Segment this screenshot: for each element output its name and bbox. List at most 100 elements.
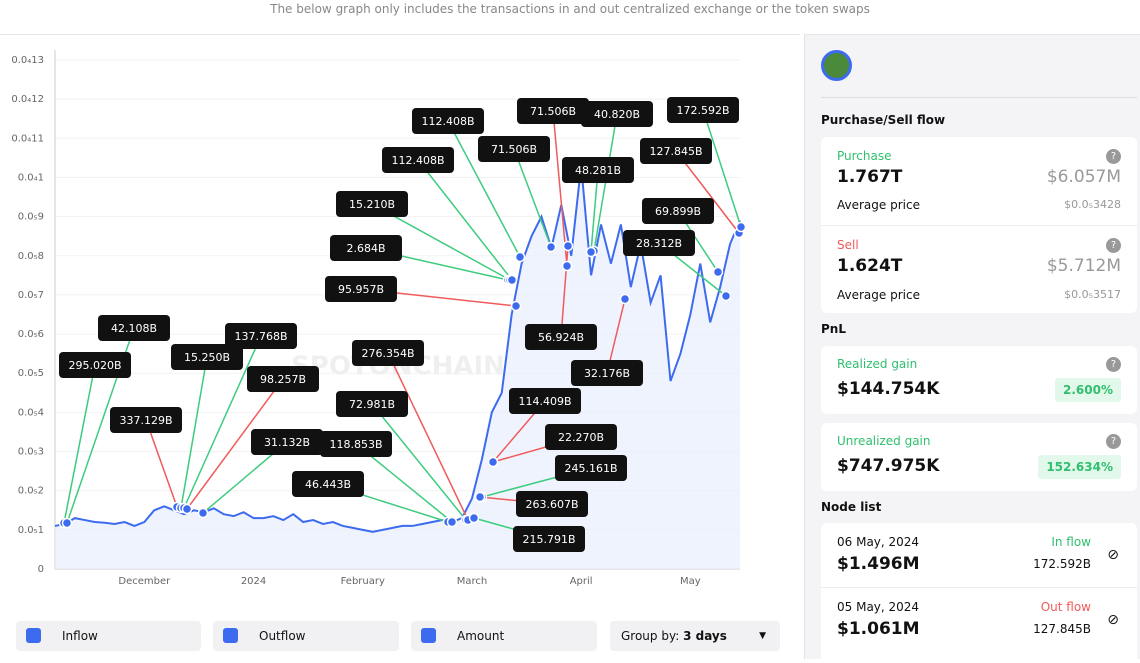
annotation-box [509, 388, 581, 414]
node-flow: In flow [1051, 535, 1091, 549]
annotation-label: 215.791B [522, 533, 575, 546]
divider [821, 225, 1137, 226]
annotation-box [555, 455, 627, 481]
annotation-label: 56.924B [538, 331, 584, 344]
annotation-label: 295.020B [68, 359, 121, 372]
annotation-box [247, 366, 319, 392]
flow-point [181, 503, 193, 515]
annotation-box [336, 391, 408, 417]
annotation-label: 46.443B [305, 478, 351, 491]
hide-icon[interactable]: ⊘ [1107, 612, 1119, 628]
node-date: 06 May, 2024 [837, 535, 920, 549]
flow-point [61, 517, 73, 529]
flow-point [561, 260, 573, 272]
y-tick-label: 0.0₅9 [18, 212, 44, 223]
annotation-label: 245.161B [564, 462, 617, 475]
section-title: Node list [821, 500, 882, 514]
annotation-label: 71.506B [530, 105, 576, 118]
annotation-connector [186, 378, 284, 510]
sell-label: Sell [837, 238, 859, 252]
flow-point [487, 456, 499, 468]
label: Outflow [259, 629, 306, 643]
annotation-connector [417, 159, 513, 281]
label: Unrealized gain [837, 434, 931, 448]
annotation-label: 112.408B [421, 115, 474, 128]
flow-point [585, 246, 597, 258]
checkbox[interactable] [26, 628, 41, 643]
annotation-connector [513, 148, 552, 248]
annotation-label: 127.845B [649, 145, 702, 158]
x-tick-label: May [680, 576, 701, 587]
flow-point [514, 251, 526, 263]
annotation-connector [180, 356, 208, 509]
avg-price: $0.0₅3517 [1064, 288, 1121, 301]
annotation-box [545, 424, 617, 450]
outflow-checkbox[interactable]: Outflow [213, 621, 399, 651]
annotation-box [98, 315, 170, 341]
node-amount: 172.592B [1033, 557, 1091, 571]
notice: The below graph only includes the transa… [270, 2, 870, 16]
node-usd: $1.061M [837, 619, 920, 639]
annotation-label: 118.853B [329, 438, 382, 451]
annotation-label: 15.250B [184, 351, 230, 364]
label: Amount [457, 629, 505, 643]
help-icon[interactable]: ? [1106, 434, 1121, 449]
flow-point [506, 274, 518, 286]
annotation-label: 42.108B [111, 322, 157, 335]
checkbox[interactable] [223, 628, 238, 643]
annotation-connector [63, 364, 96, 524]
section-title: Purchase/Sell flow [821, 113, 946, 127]
annotation-label: 114.409B [518, 395, 571, 408]
label: Realized gain [837, 357, 918, 371]
annotation-box [382, 147, 454, 173]
group-select[interactable]: Group by: 3 days ▼ [610, 621, 780, 651]
annotation-box [640, 138, 712, 164]
annotation-box [517, 98, 589, 124]
annotation-label: 137.768B [234, 330, 287, 343]
unrealized-card: Unrealized gain ? $747.975K 152.634% [821, 423, 1137, 491]
y-tick-label: 0.0₅1 [18, 525, 44, 536]
annotation-box [525, 324, 597, 350]
flow-point [510, 300, 522, 312]
hide-icon[interactable]: ⊘ [1107, 547, 1119, 563]
help-icon[interactable]: ? [1106, 149, 1121, 164]
annotation-box [623, 230, 695, 256]
help-icon[interactable]: ? [1106, 238, 1121, 253]
label: Inflow [62, 629, 98, 643]
annotation-box [336, 191, 408, 217]
y-tick-label: 0.0₅3 [18, 447, 44, 458]
annotation-box [412, 108, 484, 134]
divider [821, 97, 1137, 98]
annotation-label: 28.312B [636, 237, 682, 250]
annotation-label: 48.281B [575, 164, 621, 177]
pct: 2.600% [1055, 378, 1121, 402]
y-tick-label: 0.0₄11 [11, 133, 44, 144]
y-tick-label: 0 [38, 564, 44, 575]
annotation-box [59, 352, 131, 378]
checkbox[interactable] [421, 628, 436, 643]
flow-point [545, 241, 557, 253]
x-tick-label: March [457, 576, 487, 587]
node-usd: $1.496M [837, 554, 920, 574]
annotation-box [562, 157, 634, 183]
annotation-connector [590, 169, 599, 253]
annotation-label: 112.408B [391, 154, 444, 167]
annotation-connector [675, 150, 740, 234]
purchase-label: Purchase [837, 149, 892, 163]
annotation-connector [387, 352, 469, 521]
amount-checkbox[interactable]: Amount [411, 621, 597, 651]
annotation-box [642, 198, 714, 224]
annotation-connector [371, 403, 467, 521]
annotation-label: 172.592B [676, 104, 729, 117]
node-date: 05 May, 2024 [837, 600, 920, 614]
inflow-checkbox[interactable]: Inflow [16, 621, 201, 651]
chart: SPOTONCHAIN 00.0₅10.0₅20.0₅30.0₅40.0₅50.… [0, 34, 800, 587]
flow-card: Purchase ? 1.767T $6.057M Average price … [821, 137, 1137, 313]
avg-label: Average price [837, 288, 920, 302]
annotation-label: 31.132B [264, 436, 310, 449]
y-tick-label: 0.0₄12 [11, 94, 44, 105]
purchase-amount: 1.767T [837, 167, 903, 187]
annotation-box [513, 526, 585, 552]
annotation-connector [145, 419, 178, 508]
help-icon[interactable]: ? [1106, 357, 1121, 372]
